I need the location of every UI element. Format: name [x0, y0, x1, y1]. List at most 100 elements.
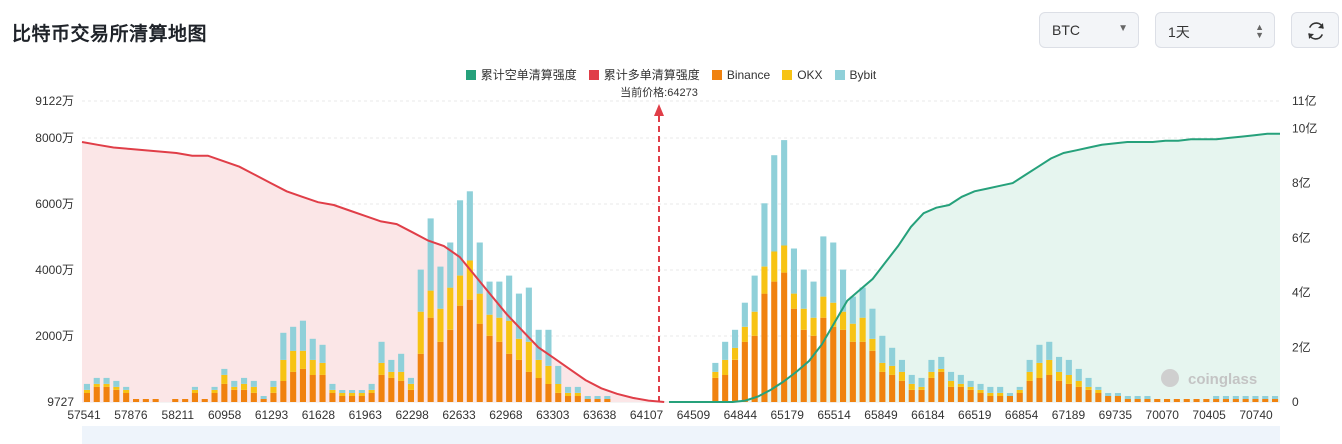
bar-okx	[1056, 371, 1063, 381]
bar-binance	[1144, 399, 1151, 402]
short-cumulative-line	[669, 132, 1280, 403]
bar-binance	[545, 383, 552, 402]
bar-okx	[241, 383, 248, 390]
bar-binance	[810, 335, 817, 402]
bar-binance	[889, 374, 896, 402]
bar-bybit	[319, 344, 326, 363]
bar-bybit	[840, 269, 847, 312]
bar-bybit	[790, 248, 797, 294]
left-axis-tick-label: 9122万	[35, 94, 74, 108]
legend-item[interactable]: Bybit	[834, 68, 877, 82]
bar-binance	[417, 353, 424, 402]
bar-bybit	[221, 368, 228, 375]
bar-okx	[388, 371, 395, 378]
bar-binance	[1232, 399, 1239, 402]
bar-bybit	[1222, 396, 1229, 399]
bar-bybit	[800, 269, 807, 309]
bar-binance	[1006, 396, 1013, 402]
refresh-button[interactable]	[1291, 12, 1339, 48]
bar-binance	[1065, 383, 1072, 402]
x-axis-tick-label: 62298	[395, 408, 429, 422]
bar-bybit	[407, 377, 414, 384]
range-select[interactable]: 1天 ▲ ▼	[1155, 12, 1275, 48]
bar-okx	[820, 296, 827, 318]
bar-bybit	[466, 191, 473, 261]
x-axis-tick-label: 65179	[771, 408, 805, 422]
bar-bybit	[987, 386, 994, 393]
bar-bybit	[1036, 344, 1043, 363]
bar-bybit	[741, 302, 748, 327]
bar-bybit	[1134, 396, 1141, 399]
bar-binance	[299, 368, 306, 402]
bar-bybit	[879, 335, 886, 363]
legend-item[interactable]: 累计多单清算强度	[588, 66, 700, 83]
x-axis-tick-label: 63303	[536, 408, 570, 422]
bar-bybit	[594, 396, 601, 399]
bar-binance	[123, 393, 130, 402]
bar-okx	[800, 308, 807, 330]
bar-binance	[525, 371, 532, 402]
bar-bybit	[908, 374, 915, 384]
bar-bybit	[849, 296, 856, 324]
bar-okx	[113, 386, 120, 390]
bar-bybit	[889, 347, 896, 366]
chart-legend: 累计空单清算强度 累计多单清算强度 Binance OKX Bybit	[0, 66, 1342, 83]
bar-binance	[388, 377, 395, 402]
bar-okx	[457, 275, 464, 306]
bar-bybit	[948, 371, 955, 381]
legend-swatch	[834, 70, 845, 80]
bar-binance	[378, 374, 385, 402]
bar-bybit	[898, 359, 905, 372]
chevron-down-icon: ▼	[1118, 23, 1128, 34]
bar-binance	[761, 293, 768, 402]
bar-okx	[358, 393, 365, 396]
bar-okx	[398, 371, 405, 381]
legend-item[interactable]: Binance	[711, 68, 770, 82]
bar-bybit	[398, 353, 405, 372]
legend-swatch	[588, 70, 599, 80]
bar-binance	[1085, 390, 1092, 402]
bar-okx	[761, 266, 768, 294]
zoom-scrollbar[interactable]	[82, 426, 1280, 444]
bar-binance	[918, 390, 925, 402]
bar-bybit	[1006, 393, 1013, 396]
bar-okx	[859, 317, 866, 342]
bar-okx	[496, 317, 503, 342]
bar-binance	[594, 399, 601, 402]
bar-okx	[1065, 374, 1072, 384]
legend-swatch	[711, 70, 722, 80]
legend-label: Bybit	[849, 68, 877, 82]
bar-bybit	[506, 275, 513, 321]
bar-bybit	[1252, 396, 1259, 399]
bar-bybit	[211, 386, 218, 390]
bar-bybit	[231, 380, 238, 387]
bar-okx	[967, 386, 974, 390]
short-liquidation-area	[669, 133, 1280, 403]
bar-binance	[1134, 399, 1141, 402]
bar-binance	[447, 329, 454, 402]
page-title: 比特币交易所清算地图	[12, 24, 208, 45]
bar-bybit	[515, 293, 522, 339]
bar-bybit	[309, 338, 316, 360]
x-axis-tick-label: 57541	[67, 408, 101, 422]
x-axis-tick-label: 64107	[630, 408, 664, 422]
bar-bybit	[378, 341, 385, 363]
bar-binance	[820, 317, 827, 402]
bar-okx	[525, 341, 532, 372]
bar-bybit	[957, 374, 964, 384]
bar-binance	[142, 399, 149, 402]
bar-bybit	[771, 155, 778, 252]
bar-bybit	[1242, 396, 1249, 399]
right-axis-tick-label: 8亿	[1292, 175, 1311, 190]
legend-item[interactable]: 累计空单清算强度	[465, 66, 577, 83]
bar-binance	[1173, 399, 1180, 402]
legend-item[interactable]: OKX	[782, 68, 823, 82]
bar-binance	[398, 380, 405, 402]
bar-bybit	[339, 390, 346, 393]
bar-bybit	[1232, 396, 1239, 399]
bar-binance	[172, 399, 179, 402]
bar-bybit	[1272, 396, 1279, 399]
coin-select[interactable]: BTC ▼	[1039, 12, 1139, 48]
bar-binance	[1056, 380, 1063, 402]
